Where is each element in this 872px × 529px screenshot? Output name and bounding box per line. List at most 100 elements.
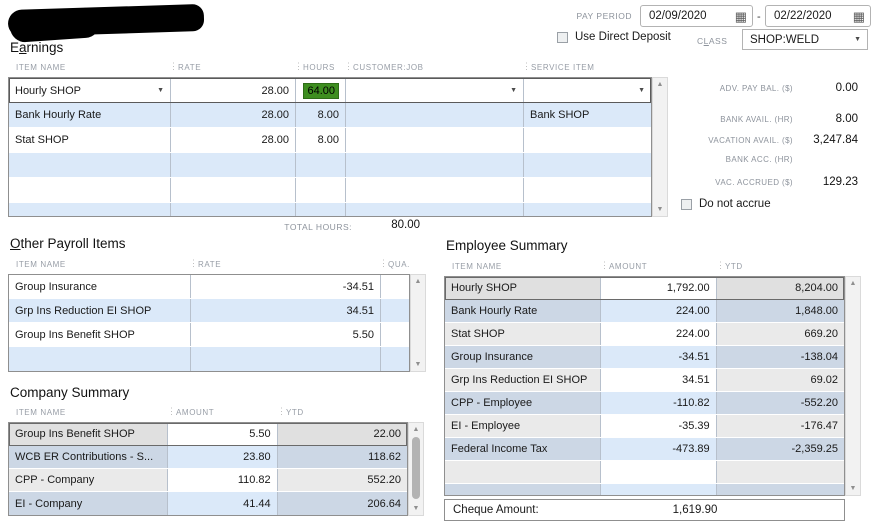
employee-summary-row: CPP - Employee -110.82 -552.20 xyxy=(445,392,844,415)
chevron-down-icon[interactable]: ▼ xyxy=(157,87,164,94)
quantity-cell[interactable] xyxy=(381,299,409,322)
amount-cell[interactable]: 1,792.00 xyxy=(601,277,717,299)
balance-row: ADV. PAY BAL. ($) 0.00 xyxy=(660,82,858,94)
earnings-row-empty[interactable] xyxy=(9,178,651,203)
employee-summary-row-empty xyxy=(445,484,844,495)
other-payroll-column-headers: ITEM NAME RATE QUA... xyxy=(8,257,410,272)
item-cell[interactable]: Grp Ins Reduction EI SHOP xyxy=(9,299,191,322)
ytd-cell: -138.04 xyxy=(716,346,844,368)
column-header: ITEM NAME xyxy=(16,408,66,417)
ytd-cell: 206.64 xyxy=(277,492,407,515)
use-direct-deposit-checkbox[interactable] xyxy=(557,32,568,43)
scroll-up-icon[interactable]: ▲ xyxy=(414,278,422,285)
item-cell: Group Insurance xyxy=(445,346,602,368)
earnings-table: Hourly SHOP ▼ 28.00 64.00 ▼ ▼ Bank Hourl… xyxy=(8,77,652,217)
amount-cell[interactable]: -34.51 xyxy=(601,346,717,368)
amount-cell[interactable]: 5.50 xyxy=(168,423,278,445)
earnings-item-cell[interactable]: Hourly SHOP ▼ xyxy=(9,78,171,103)
column-header: SERVICE ITEM xyxy=(523,60,650,75)
earnings-service-item-cell[interactable] xyxy=(524,128,651,152)
scroll-down-icon[interactable]: ▼ xyxy=(412,505,420,512)
earnings-customer-job-cell[interactable]: ▼ xyxy=(346,78,524,103)
employee-summary-table: Hourly SHOP 1,792.00 8,204.00 Bank Hourl… xyxy=(444,276,845,496)
employee-summary-row: Group Insurance -34.51 -138.04 xyxy=(445,346,844,369)
earnings-hours-cell[interactable]: 64.00 xyxy=(296,78,346,103)
amount-cell[interactable]: 23.80 xyxy=(168,446,278,468)
scroll-down-icon[interactable]: ▼ xyxy=(414,361,422,368)
column-header: QUA... xyxy=(380,257,410,272)
item-cell[interactable]: Group Ins Benefit SHOP xyxy=(9,423,169,445)
rate-cell[interactable]: 5.50 xyxy=(191,323,381,346)
chevron-down-icon[interactable]: ▼ xyxy=(510,87,517,94)
amount-cell[interactable]: 34.51 xyxy=(601,369,717,391)
item-cell[interactable]: Hourly SHOP xyxy=(445,277,602,299)
vac-accrued-value: 129.23 xyxy=(822,176,858,188)
earnings-item-cell[interactable]: Stat SHOP xyxy=(9,128,171,152)
company-summary-row: CPP - Company 110.82 552.20 xyxy=(9,469,407,492)
balance-row: BANK AVAIL. (HR) 8.00 xyxy=(660,113,858,125)
pay-period-start-field[interactable]: 02/09/2020 ▦ xyxy=(640,5,753,27)
pay-period-label: PAY PERIOD xyxy=(576,11,632,21)
earnings-hours-cell[interactable]: 8.00 xyxy=(296,128,346,152)
earnings-row-empty[interactable] xyxy=(9,153,651,178)
earnings-row-empty[interactable] xyxy=(9,203,651,216)
earnings-service-item-cell[interactable]: ▼ xyxy=(524,78,651,103)
earnings-rate-cell[interactable]: 28.00 xyxy=(171,128,296,152)
other-payroll-row-empty[interactable] xyxy=(9,347,409,371)
other-payroll-row: Group Insurance -34.51 xyxy=(9,275,409,299)
scroll-up-icon[interactable]: ▲ xyxy=(412,426,420,433)
amount-cell[interactable]: -110.82 xyxy=(601,392,717,414)
ytd-cell: 1,848.00 xyxy=(716,300,844,322)
rate-cell[interactable]: -34.51 xyxy=(191,275,381,298)
bank-avail-label: BANK AVAIL. (HR) xyxy=(720,114,793,124)
ytd-cell: 22.00 xyxy=(277,423,407,445)
employee-summary-scrollbar[interactable]: ▲ ▼ xyxy=(845,276,861,496)
amount-cell[interactable]: -35.39 xyxy=(601,415,717,437)
earnings-customer-job-cell[interactable] xyxy=(346,128,524,152)
other-payroll-scrollbar[interactable]: ▲ ▼ xyxy=(410,274,426,372)
ytd-cell: 118.62 xyxy=(277,446,407,468)
quantity-cell[interactable] xyxy=(381,275,409,298)
use-direct-deposit-label: Use Direct Deposit xyxy=(575,31,671,43)
ytd-cell: -552.20 xyxy=(716,392,844,414)
scroll-up-icon[interactable]: ▲ xyxy=(656,81,664,88)
amount-cell[interactable]: -473.89 xyxy=(601,438,717,460)
column-header: CUSTOMER:JOB xyxy=(345,60,523,75)
calendar-icon[interactable]: ▦ xyxy=(852,8,865,24)
scroll-down-icon[interactable]: ▼ xyxy=(656,206,664,213)
amount-cell[interactable]: 41.44 xyxy=(168,492,278,515)
class-dropdown[interactable]: SHOP:WELD ▼ xyxy=(742,29,868,50)
earnings-rate-cell[interactable]: 28.00 xyxy=(171,103,296,127)
do-not-accrue-checkbox[interactable] xyxy=(681,199,692,210)
earnings-rate-cell[interactable]: 28.00 xyxy=(171,78,296,103)
employee-summary-row: Grp Ins Reduction EI SHOP 34.51 69.02 xyxy=(445,369,844,392)
item-cell[interactable]: Group Ins Benefit SHOP xyxy=(9,323,191,346)
column-header: YTD xyxy=(278,405,408,420)
earnings-hours-cell[interactable]: 8.00 xyxy=(296,103,346,127)
amount-cell[interactable]: 110.82 xyxy=(168,469,278,491)
rate-cell[interactable]: 34.51 xyxy=(191,299,381,322)
company-summary-scrollbar[interactable]: ▲ ▼ xyxy=(408,422,424,516)
column-header: AMOUNT xyxy=(601,259,717,274)
chevron-down-icon[interactable]: ▼ xyxy=(638,87,645,94)
item-cell[interactable]: Group Insurance xyxy=(9,275,191,298)
total-hours-label: TOTAL HOURS: xyxy=(284,222,352,232)
quantity-cell[interactable] xyxy=(381,323,409,346)
scroll-up-icon[interactable]: ▲ xyxy=(849,280,857,287)
earnings-item-cell[interactable]: Bank Hourly Rate xyxy=(9,103,171,127)
employee-summary-row-selected: Hourly SHOP 1,792.00 8,204.00 xyxy=(445,277,844,300)
amount-cell[interactable]: 224.00 xyxy=(601,300,717,322)
item-cell: Bank Hourly Rate xyxy=(445,300,602,322)
calendar-icon[interactable]: ▦ xyxy=(734,8,747,24)
vac-accrued-label: VAC. ACCRUED ($) xyxy=(715,177,793,187)
scroll-down-icon[interactable]: ▼ xyxy=(849,485,857,492)
adv-pay-bal-label: ADV. PAY BAL. ($) xyxy=(719,83,793,93)
class-label: CLASS xyxy=(697,36,728,46)
earnings-customer-job-cell[interactable] xyxy=(346,103,524,127)
pay-period-end-field[interactable]: 02/22/2020 ▦ xyxy=(765,5,871,27)
scrollbar-thumb[interactable] xyxy=(412,437,420,499)
column-header: ITEM NAME xyxy=(16,260,66,269)
amount-cell[interactable]: 224.00 xyxy=(601,323,717,345)
earnings-service-item-cell[interactable]: Bank SHOP xyxy=(530,109,590,121)
earnings-scrollbar[interactable]: ▲ ▼ xyxy=(652,77,668,217)
